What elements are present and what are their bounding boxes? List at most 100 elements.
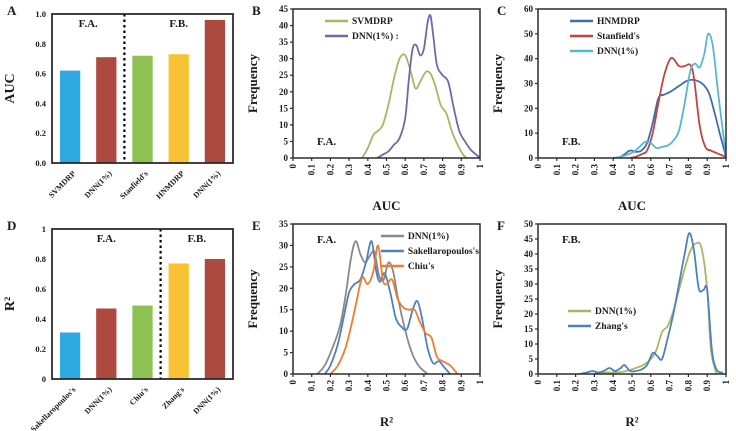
svg-text:DNN(1%): DNN(1%) (83, 385, 114, 416)
svg-text:20: 20 (279, 87, 289, 97)
svg-text:F.A.: F.A. (79, 18, 98, 30)
svg-text:0.2: 0.2 (325, 164, 335, 176)
svg-text:AUC: AUC (618, 198, 646, 213)
svg-text:DNN(1%): DNN(1%) (597, 46, 638, 57)
panel-d: D 0 0.2 0.4 0.6 0.8 1 R² Sakellaropoulos's DNN(1… (0, 215, 245, 431)
svg-text:0.3: 0.3 (344, 380, 354, 392)
panel-e-letter: E (252, 218, 261, 233)
svg-text:0.8: 0.8 (438, 164, 448, 176)
svg-text:Frequency: Frequency (490, 54, 505, 113)
svg-text:1: 1 (721, 380, 731, 385)
svg-text:1: 1 (42, 224, 46, 234)
svg-text:15: 15 (279, 305, 289, 315)
svg-text:50: 50 (524, 219, 534, 229)
svg-text:R²: R² (3, 297, 18, 311)
svg-text:0.5: 0.5 (627, 380, 637, 392)
svg-text:F.B.: F.B. (562, 234, 581, 246)
svg-text:0.5: 0.5 (382, 380, 392, 392)
svg-text:Frequency: Frequency (245, 269, 260, 328)
panel-c-letter: C (497, 3, 507, 18)
svg-text:0.3: 0.3 (589, 164, 599, 176)
svg-text:0.7: 0.7 (665, 164, 675, 176)
svg-text:0.8: 0.8 (683, 164, 693, 176)
svg-text:30: 30 (524, 279, 534, 289)
svg-text:DNN(1%): DNN(1%) (83, 169, 114, 200)
svg-text:0.4: 0.4 (35, 314, 46, 324)
panel-e-line-chart: 0 5 10 15 20 25 30 35 0 0.1 0.2 0.3 0.4 0.5 0.6 0.7 0.8 0… (245, 219, 485, 429)
svg-text:HNMDRP: HNMDRP (597, 17, 640, 27)
svg-text:0.4: 0.4 (608, 380, 618, 392)
svg-text:Chiu's: Chiu's (408, 262, 435, 272)
svg-text:30: 30 (524, 79, 534, 89)
svg-text:0.6: 0.6 (400, 164, 410, 176)
svg-text:0.7: 0.7 (419, 164, 429, 176)
svg-text:5: 5 (529, 354, 534, 364)
svg-text:0.4: 0.4 (608, 164, 618, 176)
svg-text:0: 0 (288, 164, 298, 169)
svg-text:45: 45 (279, 4, 289, 14)
svg-text:DNN(1%) :: DNN(1%) : (352, 31, 399, 42)
svg-text:DNN(1%): DNN(1%) (191, 385, 222, 416)
svg-text:10: 10 (279, 326, 289, 336)
svg-text:0.2: 0.2 (35, 344, 46, 354)
svg-text:0.2: 0.2 (571, 164, 581, 176)
svg-text:Stanfield's: Stanfield's (118, 169, 150, 201)
svg-text:10: 10 (524, 128, 534, 138)
svg-text:0.1: 0.1 (552, 380, 562, 392)
svg-text:0.9: 0.9 (456, 164, 466, 176)
panel-a: A 0.0 0.2 0.4 0.6 0.8 1.0 AUC SVMDRP DNN(1%) Stan… (0, 0, 245, 215)
svg-text:0.1: 0.1 (552, 164, 562, 176)
svg-text:F.B.: F.B. (562, 136, 581, 148)
svg-text:F.A.: F.A. (317, 136, 336, 148)
svg-text:25: 25 (279, 70, 289, 80)
svg-text:0.9: 0.9 (702, 380, 712, 392)
svg-text:0.6: 0.6 (646, 164, 656, 176)
svg-text:40: 40 (524, 249, 534, 259)
svg-text:0.1: 0.1 (307, 164, 317, 176)
svg-text:0.2: 0.2 (571, 380, 581, 392)
svg-text:0.2: 0.2 (325, 380, 335, 392)
svg-text:60: 60 (524, 4, 534, 14)
svg-text:0.0: 0.0 (35, 158, 46, 168)
svg-text:DNN(1%): DNN(1%) (191, 169, 222, 200)
svg-text:DNN(1%): DNN(1%) (408, 231, 449, 242)
svg-text:0.8: 0.8 (438, 380, 448, 392)
svg-text:50: 50 (524, 29, 534, 39)
svg-text:0: 0 (529, 369, 534, 379)
panel-f: F 0 5 10 15 20 25 30 35 40 45 50 0 0.1 0.2 0.3 0.4 0.5 0.… (490, 215, 736, 431)
svg-text:0.4: 0.4 (35, 98, 46, 108)
svg-text:35: 35 (279, 37, 289, 47)
svg-text:30: 30 (279, 54, 289, 64)
panel-c-line-chart: 0 10 20 30 40 50 60 0 0.1 0.2 0.3 0.4 0.5 0.6 0.7 0.8 0.… (490, 4, 731, 213)
svg-text:40: 40 (524, 54, 534, 64)
svg-text:0: 0 (533, 380, 543, 385)
panel-b-letter: B (252, 3, 261, 18)
svg-text:1: 1 (721, 164, 731, 169)
svg-text:Zhang's: Zhang's (160, 385, 186, 411)
svg-text:0.8: 0.8 (35, 39, 46, 49)
svg-text:0: 0 (42, 374, 46, 384)
svg-text:1: 1 (475, 164, 485, 169)
svg-text:0.5: 0.5 (382, 164, 392, 176)
svg-text:30: 30 (279, 240, 289, 250)
svg-text:F.A.: F.A. (97, 233, 116, 245)
svg-text:45: 45 (524, 234, 534, 244)
svg-text:0.4: 0.4 (363, 380, 373, 392)
svg-text:SVMDRP: SVMDRP (352, 17, 393, 27)
svg-text:1.0: 1.0 (35, 9, 46, 19)
svg-text:35: 35 (279, 219, 289, 229)
svg-text:0.8: 0.8 (683, 380, 693, 392)
svg-text:0: 0 (529, 153, 534, 163)
svg-text:0.7: 0.7 (419, 380, 429, 392)
svg-text:0.6: 0.6 (35, 69, 46, 79)
panel-b: B 0 5 10 15 20 25 30 35 40 45 0 0.1 0.2 0.3 0.4 0.5 0.6 0… (245, 0, 490, 215)
svg-text:0.5: 0.5 (627, 164, 637, 176)
panel-b-line-chart: 0 5 10 15 20 25 30 35 40 45 0 0.1 0.2 0.3 0.4 0.5 0.6 0.7… (245, 4, 485, 213)
svg-text:Frequency: Frequency (490, 269, 505, 328)
svg-text:Frequency: Frequency (245, 54, 260, 113)
svg-text:20: 20 (524, 309, 534, 319)
panel-c: C 0 10 20 30 40 50 60 0 0.1 0.2 0.3 0.4 0.5 0.6 0.7 0.8… (490, 0, 736, 215)
svg-text:Sakellaropoulos's: Sakellaropoulos's (29, 385, 78, 431)
